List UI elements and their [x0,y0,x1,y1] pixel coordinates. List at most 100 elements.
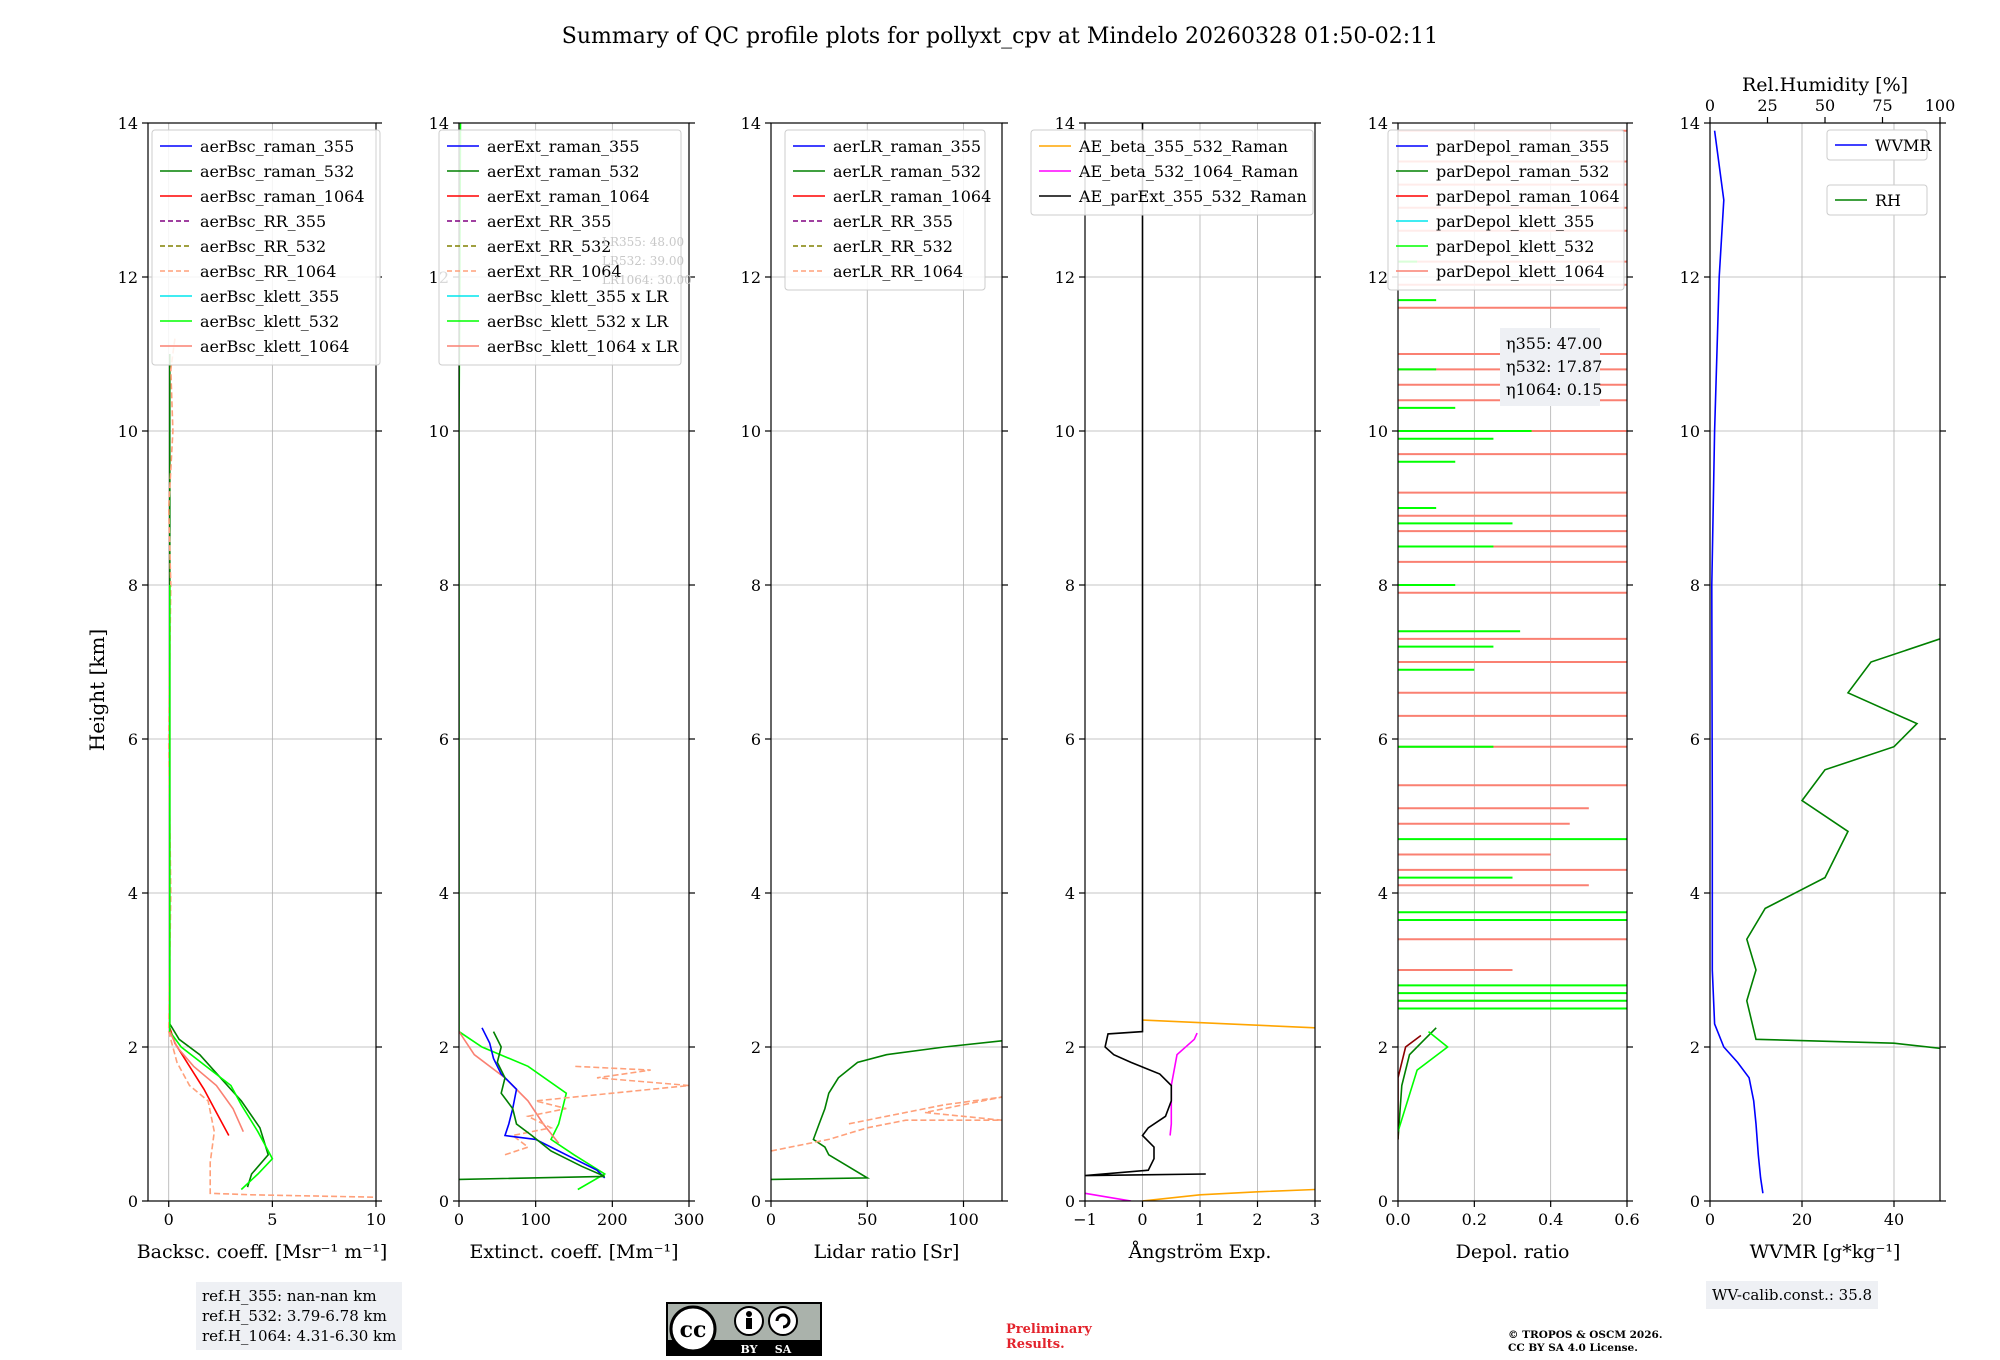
legend-label: aerExt_RR_532 [487,237,611,256]
x-tick-label: 50 [857,1210,877,1229]
eta-box [1500,328,1600,406]
y-tick-label: 10 [118,422,138,441]
x-axis-label: Depol. ratio [1456,1241,1570,1263]
y-tick-label: 6 [751,730,761,749]
series-aerBsc_raman_532 [169,354,270,1188]
y-tick-label: 0 [1065,1192,1075,1211]
x-tick-label: 20 [1792,1210,1812,1229]
axes-frame [770,122,1003,1202]
series-aerLR_raman_532 [771,1040,1002,1181]
axes-frame [1709,122,1941,1202]
x-axis-label: Extinct. coeff. [Mm⁻¹] [469,1241,678,1263]
preliminary-notice: Preliminary Results. [1006,1322,1092,1352]
x-tick-label: 10 [366,1210,386,1229]
legend-label: aerBsc_RR_1064 [200,262,336,281]
series-aerBsc_RR_1064 [167,338,376,1198]
y-tick-label: 10 [429,422,449,441]
y-tick-label: 2 [1065,1038,1075,1057]
y-axis-label: Height [km] [85,629,109,751]
x-tick-label: 0.6 [1614,1210,1639,1229]
y-tick-label: 0 [128,1192,138,1211]
legend-box [784,129,986,291]
y-tick-label: 2 [751,1038,761,1057]
ref-height-1064: ref.H_1064: 4.31-6.30 km [202,1327,397,1345]
x-axis-label: Ångström Exp. [1128,1241,1272,1263]
legend-label: aerLR_RR_532 [833,237,953,256]
series-AE_beta_355_532_Raman [1142,1019,1315,1029]
legend-label: AE_beta_532_1064_Raman [1078,162,1298,181]
series-AE_parExt_355_532_Raman [1085,123,1206,1177]
series-aerBsc_klett_532 x LR [459,123,607,1191]
y-tick-label: 10 [1055,422,1075,441]
series-aerBsc_klett_1064 x LR [459,1031,560,1144]
legend-label: AE_parExt_355_532_Raman [1078,187,1307,206]
y-tick-label: 0 [1378,1192,1388,1211]
legend-label: aerBsc_raman_1064 [200,187,365,206]
x-tick-label: 0 [766,1210,776,1229]
copyright-notice: © TROPOS & OSCM 2026. CC BY SA 4.0 Licen… [1508,1329,1663,1355]
y-tick-label: 2 [1690,1038,1700,1057]
by-icon [746,1311,752,1317]
legend-label: RH [1875,191,1901,210]
x-axis-label: Lidar ratio [Sr] [814,1241,960,1263]
y-tick-label: 6 [1065,730,1075,749]
y-tick-label: 8 [751,576,761,595]
x-tick-label: 0.2 [1462,1210,1487,1229]
series-aerExt_raman_532 [459,1031,606,1181]
figure-title: Summary of QC profile plots for pollyxt_… [562,24,1438,49]
lidar-ratio-annotation: LR355: 48.00 [602,235,684,249]
y-tick-label: 2 [439,1038,449,1057]
y-tick-label: 6 [439,730,449,749]
ref-height-355: ref.H_355: nan-nan km [202,1287,377,1305]
legend-label: aerBsc_RR_532 [200,237,326,256]
axes-frame [1397,122,1628,1202]
plot-area [1710,130,1940,1194]
legend-label: parDepol_raman_355 [1436,137,1609,156]
x-axis-label: WVMR [g*kg⁻¹] [1750,1241,1901,1263]
y-tick-label: 4 [439,884,449,903]
y-tick-label: 6 [128,730,138,749]
legend-label: aerExt_raman_355 [487,137,640,156]
series-WVMR [1710,130,1764,1194]
x-tick-label: 100 [948,1210,979,1229]
series-AE_beta_532_1064_Raman [1169,1032,1198,1136]
y-tick-label: 14 [1368,114,1388,133]
legend-label: aerLR_raman_532 [833,162,981,181]
sa-text: SA [775,1343,792,1356]
y-tick-label: 2 [128,1038,138,1057]
eta-value: η532: 17.87 [1506,357,1602,376]
legend-label: AE_beta_355_532_Raman [1078,137,1288,156]
series-parDepol_klett_532 [1398,1030,1449,1132]
legend-label: aerBsc_klett_1064 [200,337,349,356]
y-tick-label: 12 [1055,268,1075,287]
y-tick-label: 8 [1690,576,1700,595]
top-x-axis-label: Rel.Humidity [%] [1742,74,1908,96]
legend-label: WVMR [1875,136,1932,155]
y-tick-label: 6 [1378,730,1388,749]
y-tick-label: 4 [1065,884,1075,903]
legend-box [151,129,381,366]
legend-label: aerBsc_klett_1064 x LR [487,337,679,356]
plot-area [771,1040,1002,1181]
legend-label: aerBsc_klett_532 x LR [487,312,669,331]
series-AE_beta_532_1064_Raman_low [1085,1192,1132,1201]
x-tick-label: 5 [267,1210,277,1229]
panel-lidar_ratio: 0 2 4 6 8 10 12 14 0 50 100 Lidar ratio [Sr] aerLR_r… [741,114,1008,1263]
y-tick-label: 8 [1378,576,1388,595]
legend-label: parDepol_raman_1064 [1436,187,1620,206]
y-tick-label: 2 [1378,1038,1388,1057]
legend-label: aerExt_RR_355 [487,212,611,231]
plot-area [167,338,376,1198]
eta-value: η1064: 0.15 [1506,380,1602,399]
series-aerBsc_klett_532 [169,585,274,1191]
x-tick-label: −1 [1073,1210,1097,1229]
legend-box [1387,129,1625,291]
x-tick-label: 40 [1884,1210,1904,1229]
x-tick-label: 1 [1195,1210,1205,1229]
y-tick-label: 12 [1368,268,1388,287]
x-tick-label: 0 [164,1210,174,1229]
plot-area [1085,123,1315,1201]
y-tick-label: 12 [1680,268,1700,287]
y-tick-label: 8 [128,576,138,595]
